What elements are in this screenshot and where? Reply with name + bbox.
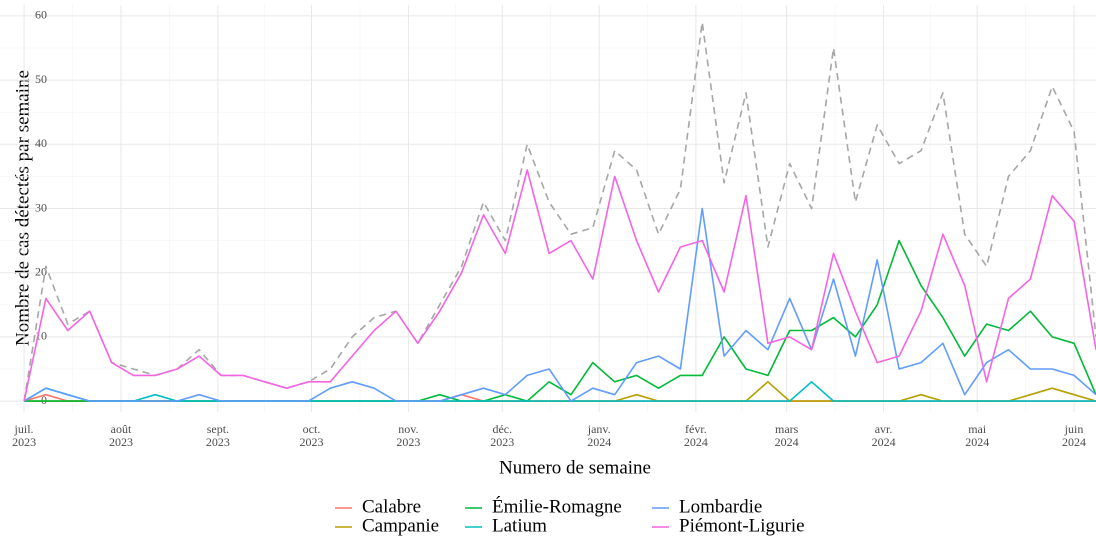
series-line <box>24 239 1096 402</box>
y-tick-label: 40 <box>35 136 47 150</box>
series-line <box>23 169 1096 402</box>
legend-label: Émilie-Romagne <box>492 495 622 517</box>
legend-label: Calabre <box>362 496 421 517</box>
x-tick-label: mai 2024 <box>965 422 990 449</box>
series-line <box>23 381 1096 402</box>
legend-label: Piémont-Ligurie <box>679 515 805 536</box>
y-tick-label: 60 <box>35 8 47 22</box>
x-tick-label: oct. 2023 <box>299 422 324 449</box>
y-tick-label: 30 <box>35 200 47 214</box>
x-tick-label: juin 2024 <box>1062 422 1086 449</box>
y-tick-label: 50 <box>35 72 47 86</box>
legend-label: Lombardie <box>679 496 762 517</box>
x-tick-label: sept. 2023 <box>205 422 230 449</box>
legend-label: Campanie <box>362 515 439 536</box>
total-line <box>23 21 1096 402</box>
legend-label: Latium <box>492 515 547 536</box>
x-tick-label: janv. 2024 <box>587 422 612 449</box>
series-line <box>23 393 1096 402</box>
x-tick-label: déc. 2023 <box>490 422 515 449</box>
x-tick-label: nov. 2023 <box>396 422 421 449</box>
y-tick-label: 20 <box>35 264 47 278</box>
x-tick-label: août 2023 <box>108 422 133 449</box>
x-tick-label: mars 2024 <box>774 422 799 449</box>
x-axis-title: Numero de semaine <box>499 457 651 478</box>
series-line <box>23 207 1096 402</box>
y-tick-label: 0 <box>41 393 47 407</box>
x-tick-label: avr. 2024 <box>871 422 896 449</box>
grid <box>0 5 1096 412</box>
x-tick-label: févr. 2024 <box>683 422 708 449</box>
x-tick-label: juil. 2023 <box>12 422 37 449</box>
